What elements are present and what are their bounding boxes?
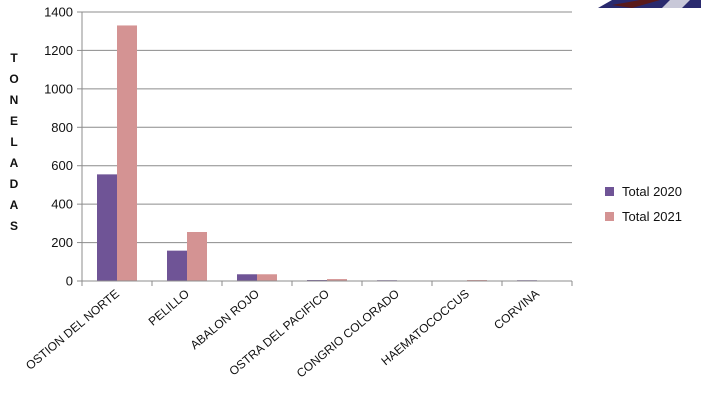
y-tick-label: 400 xyxy=(51,197,73,212)
x-category-label: ABALON ROJO xyxy=(188,287,262,353)
gridlines xyxy=(77,11,572,282)
y-tick-label: 800 xyxy=(51,120,73,135)
y-tick-label: 1400 xyxy=(44,5,73,20)
y-tick-label: 200 xyxy=(51,235,73,250)
y-axis-label-letter: T xyxy=(10,51,18,65)
legend-swatch xyxy=(605,212,614,221)
legend-label: Total 2020 xyxy=(622,184,682,199)
x-category-label: OSTION DEL NORTE xyxy=(23,287,122,373)
y-tick-label: 600 xyxy=(51,158,73,173)
y-axis-label-letter: D xyxy=(10,177,19,191)
y-tick-label: 1200 xyxy=(44,43,73,58)
bar xyxy=(327,279,347,281)
y-axis-label-letter: O xyxy=(9,72,18,86)
y-axis-label-letter: E xyxy=(10,114,18,128)
y-axis-label-letter: S xyxy=(10,219,18,233)
axes xyxy=(81,12,573,286)
legend: Total 2020 Total 2021 xyxy=(605,184,682,224)
legend-swatch xyxy=(605,187,614,196)
y-axis-label-letter: A xyxy=(10,156,19,170)
y-axis-label-letter: L xyxy=(10,135,17,149)
y-axis-label-letter: A xyxy=(10,198,19,212)
y-axis-label-letter: N xyxy=(10,93,19,107)
bar xyxy=(97,174,117,281)
y-tick-label: 0 xyxy=(66,274,73,289)
legend-label: Total 2021 xyxy=(622,209,682,224)
logo-corner-fragment-icon xyxy=(598,0,701,8)
x-category-label: CORVINA xyxy=(491,287,542,333)
y-tick-label: 1000 xyxy=(44,81,73,96)
x-category-label: PELILLO xyxy=(146,287,192,329)
bar xyxy=(187,232,207,281)
bar xyxy=(167,250,187,281)
y-tick-labels: 0 200 400 600 800 1000 1200 1400 xyxy=(44,5,73,289)
bars xyxy=(97,25,537,282)
bar xyxy=(117,25,137,282)
bar xyxy=(237,274,257,281)
bar xyxy=(257,274,277,281)
